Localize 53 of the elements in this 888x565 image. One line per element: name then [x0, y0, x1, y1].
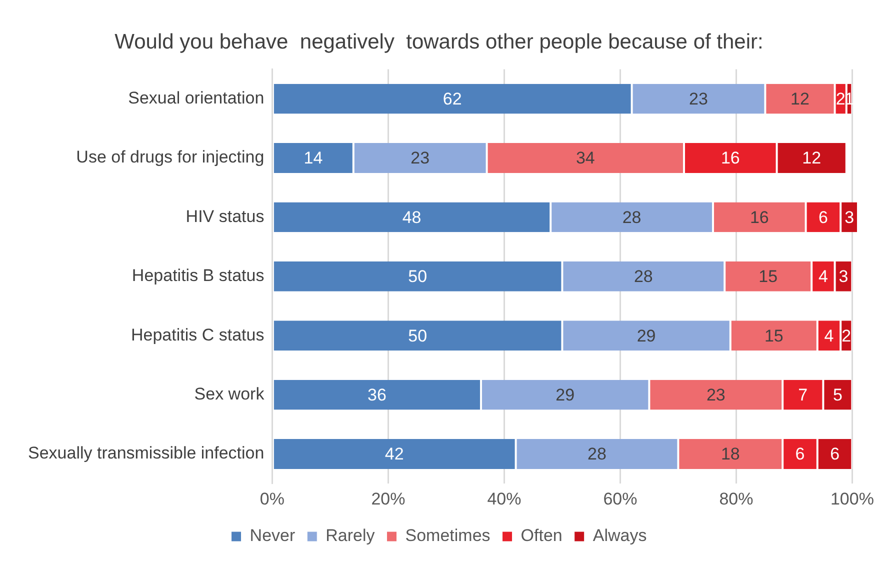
x-tick-label: 80%	[719, 489, 754, 508]
data-label: 15	[764, 326, 784, 346]
data-label: 6	[830, 444, 840, 464]
data-label: 48	[402, 208, 422, 227]
data-label: 29	[636, 326, 656, 346]
x-tick-label: 60%	[603, 489, 638, 508]
data-label: 28	[622, 208, 642, 227]
data-label: 6	[795, 444, 805, 464]
x-tick-label: 100%	[830, 489, 874, 508]
data-label: 29	[556, 385, 575, 404]
data-label: 28	[588, 444, 606, 464]
x-tick-label: 40%	[487, 489, 522, 508]
legend-label: Often	[520, 526, 562, 546]
y-tick-label: HIV status	[186, 206, 264, 226]
data-label: 28	[634, 267, 653, 286]
legend-label: Always	[592, 526, 647, 546]
data-label: 3	[838, 267, 848, 286]
y-tick-label: Hepatitis B status	[132, 266, 264, 286]
data-label: 7	[798, 385, 808, 404]
data-label: 16	[750, 208, 769, 227]
data-label: 23	[706, 385, 726, 404]
data-label: 15	[758, 267, 778, 286]
data-label: 12	[790, 89, 810, 108]
y-tick-label: Sexually transmissible infection	[28, 444, 264, 463]
legend-label: Rarely	[326, 526, 376, 546]
data-label: 12	[802, 148, 822, 168]
data-label: 50	[408, 267, 428, 286]
data-label: 42	[384, 444, 404, 464]
data-label: 6	[818, 208, 828, 227]
data-label: 36	[368, 385, 386, 404]
data-label: 5	[832, 385, 842, 404]
data-label: 62	[442, 89, 462, 108]
y-tick-label: Sex work	[194, 384, 265, 404]
data-label: 4	[824, 326, 834, 346]
legend-label: Never	[250, 526, 296, 546]
data-label: 34	[576, 148, 595, 168]
data-label: 50	[408, 326, 428, 346]
data-label: 23	[689, 89, 708, 108]
data-label: 16	[720, 148, 740, 168]
chart-title: Would you behave negatively towards other people because of their:	[114, 30, 764, 54]
data-label: 2	[836, 89, 846, 108]
x-tick-label: 0%	[260, 489, 285, 508]
data-label: 2	[842, 326, 852, 346]
data-label: 14	[304, 148, 323, 168]
y-tick-label: Sexual orientation	[128, 88, 264, 108]
data-label: 4	[818, 267, 828, 286]
data-label: 18	[720, 444, 740, 464]
data-label: 23	[410, 148, 430, 168]
legend-label: Sometimes	[405, 526, 490, 546]
y-tick-label: Hepatitis C status	[130, 325, 264, 344]
y-tick-label: Use of drugs for injecting	[76, 148, 264, 167]
x-tick-label: 20%	[371, 489, 406, 508]
data-label: 3	[844, 208, 854, 227]
